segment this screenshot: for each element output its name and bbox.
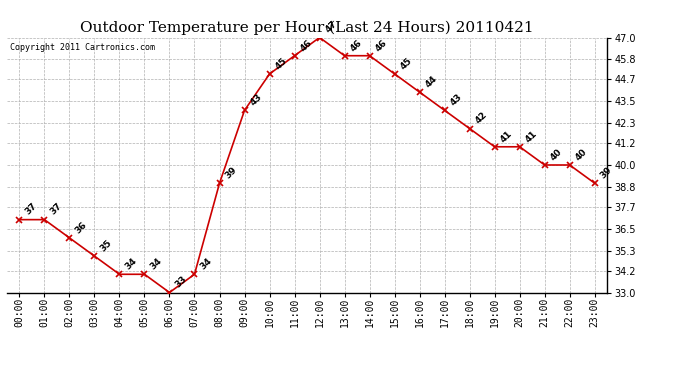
Text: 41: 41 (499, 129, 514, 144)
Text: 34: 34 (124, 256, 139, 272)
Text: 45: 45 (399, 56, 414, 71)
Text: 34: 34 (148, 256, 164, 272)
Text: 39: 39 (224, 165, 239, 180)
Text: 46: 46 (299, 38, 314, 53)
Text: 41: 41 (524, 129, 539, 144)
Title: Outdoor Temperature per Hour (Last 24 Hours) 20110421: Outdoor Temperature per Hour (Last 24 Ho… (80, 21, 534, 35)
Text: 34: 34 (199, 256, 214, 272)
Text: 40: 40 (549, 147, 564, 162)
Text: Copyright 2011 Cartronics.com: Copyright 2011 Cartronics.com (10, 43, 155, 52)
Text: 36: 36 (74, 220, 89, 235)
Text: 33: 33 (174, 274, 189, 290)
Text: 46: 46 (374, 38, 389, 53)
Text: 37: 37 (23, 202, 39, 217)
Text: 43: 43 (448, 92, 464, 108)
Text: 43: 43 (248, 92, 264, 108)
Text: 46: 46 (348, 38, 364, 53)
Text: 44: 44 (424, 74, 439, 89)
Text: 39: 39 (599, 165, 614, 180)
Text: 37: 37 (48, 202, 64, 217)
Text: 35: 35 (99, 238, 114, 253)
Text: 45: 45 (274, 56, 289, 71)
Text: 47: 47 (324, 20, 339, 35)
Text: 42: 42 (474, 111, 489, 126)
Text: 40: 40 (574, 147, 589, 162)
